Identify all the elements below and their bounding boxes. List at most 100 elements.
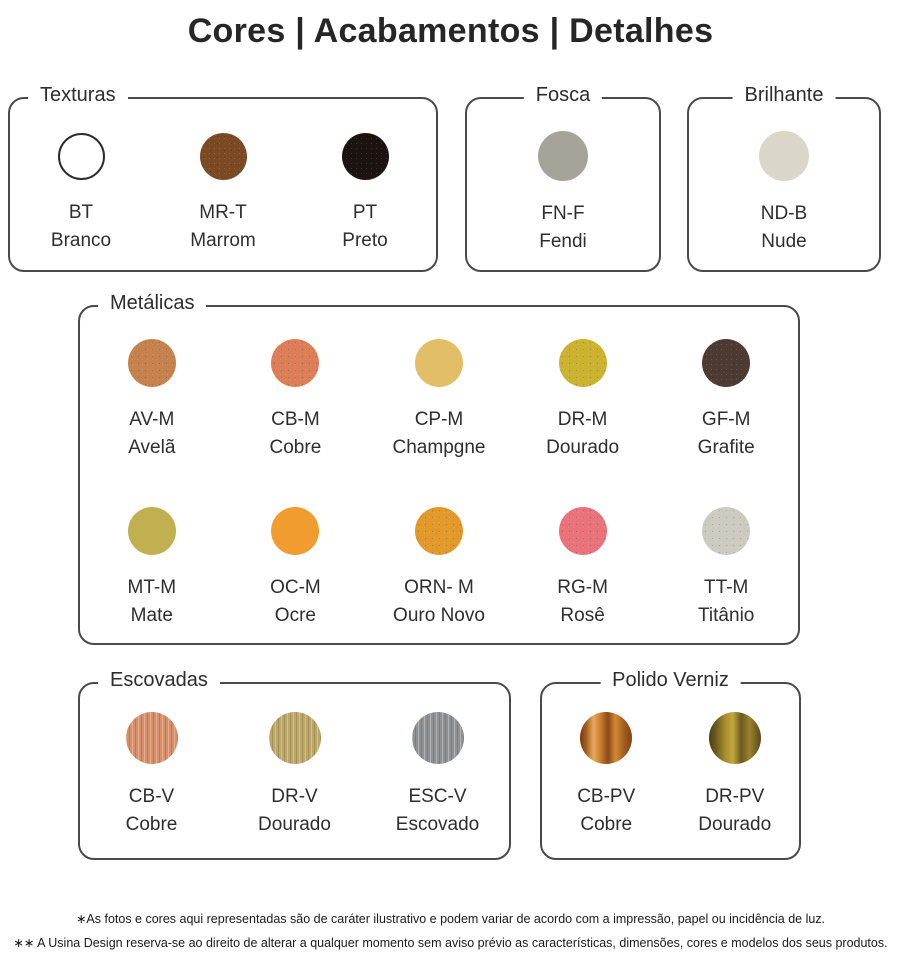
swatch-pt-icon (341, 133, 389, 180)
group-polido-verniz-label: Polido Verniz (600, 669, 741, 692)
swatch-name: Cobre (580, 814, 633, 835)
swatch-gf-m-icon (702, 339, 751, 387)
group-brilhante-label: Brilhante (732, 84, 836, 107)
swatch-av-m-icon (127, 339, 176, 387)
swatch-cb-m-icon (271, 339, 320, 387)
swatch-name: Preto (342, 230, 388, 251)
swatch-item: AV-M Avelã (80, 339, 224, 459)
group-polido-verniz: Polido Verniz CB-PV Cobre DR-PV Dourado (540, 669, 801, 860)
swatch-code: TT-M (704, 577, 749, 598)
swatch-code: GF-M (701, 409, 751, 430)
swatch-dr-m-icon (558, 339, 607, 387)
swatch-item: FN-F Fendi (467, 131, 659, 253)
swatch-code: DR-V (271, 786, 318, 807)
swatch-item: DR-V Dourado (223, 712, 366, 836)
swatch-name: Grafite (697, 437, 755, 458)
group-escovadas: Escovadas CB-V Cobre DR-V Dourado ESC-V Escov… (78, 669, 511, 860)
swatch-code: MR-T (199, 202, 247, 223)
group-escovadas-label: Escovadas (98, 669, 220, 692)
swatch-mr-t-icon (199, 133, 247, 180)
swatch-name: Ocre (274, 605, 316, 626)
swatch-item: BT Branco (10, 133, 152, 252)
group-brilhante: Brilhante ND-B Nude (687, 84, 881, 272)
swatch-item: CB-M Cobre (224, 339, 368, 459)
swatch-rg-m-icon (558, 507, 607, 555)
swatch-esc-v-icon (411, 712, 464, 764)
footnote-illustrative: ∗As fotos e cores aqui representadas são… (75, 912, 826, 926)
swatch-code: CB-V (128, 786, 175, 807)
swatch-fn-f-icon (538, 131, 588, 181)
swatch-name: Rosê (560, 605, 605, 626)
swatch-name: Dourado (258, 814, 331, 835)
swatch-name: Marrom (190, 230, 256, 251)
swatch-item: ORN- M Ouro Novo (367, 507, 511, 627)
swatch-dr-v-icon (268, 712, 321, 764)
swatch-code: ESC-V (408, 786, 467, 807)
swatch-item: PT Preto (294, 133, 436, 252)
swatch-name: Fendi (539, 231, 587, 252)
swatch-cb-pv-icon (580, 712, 633, 764)
swatch-name: Dourado (698, 814, 772, 835)
group-metalicas: Metálicas AV-M Avelã CB-M Cobre CP-M Champgne… (78, 292, 800, 645)
swatch-code: DR-M (557, 409, 608, 430)
swatch-item: ND-B Nude (689, 131, 879, 253)
swatch-name: Branco (50, 230, 112, 251)
group-metalicas-label: Metálicas (98, 292, 207, 315)
group-fosca-swatches: FN-F Fendi (467, 99, 659, 253)
swatch-item: DR-M Dourado (511, 339, 655, 459)
swatch-oc-m-icon (271, 507, 320, 555)
swatch-code: PT (352, 202, 378, 223)
swatch-code: DR-PV (705, 786, 765, 807)
page-title: Cores | Acabamentos | Detalhes (187, 12, 714, 50)
swatch-item: MR-T Marrom (152, 133, 294, 252)
swatch-item: DR-PV Dourado (671, 712, 800, 836)
swatch-item: CB-PV Cobre (542, 712, 671, 836)
swatch-code: BT (68, 202, 94, 223)
swatch-item: ESC-V Escovado (366, 712, 509, 836)
swatch-dr-pv-icon (708, 712, 761, 764)
swatch-code: AV-M (129, 409, 175, 430)
swatch-name: Nude (761, 231, 807, 252)
swatch-name: Ouro Novo (393, 605, 485, 626)
swatch-code: RG-M (557, 577, 608, 598)
group-metalicas-swatches: AV-M Avelã CB-M Cobre CP-M Champgne DR-M Dourad… (80, 307, 798, 627)
swatch-bt-icon (57, 133, 105, 180)
swatch-code: CP-M (414, 409, 464, 430)
swatch-tt-m-icon (702, 507, 751, 555)
swatch-cb-v-icon (125, 712, 178, 764)
swatch-item: TT-M Titânio (654, 507, 798, 627)
swatch-name: Cobre (125, 814, 178, 835)
swatch-code: MT-M (127, 577, 177, 598)
group-brilhante-swatches: ND-B Nude (689, 99, 879, 253)
swatch-code: OC-M (270, 577, 321, 598)
swatch-item: OC-M Ocre (224, 507, 368, 627)
swatch-item: MT-M Mate (80, 507, 224, 627)
group-texturas-label: Texturas (28, 84, 128, 107)
swatch-name: Mate (130, 605, 173, 626)
group-texturas: Texturas BT Branco MR-T Marrom PT Preto (8, 84, 438, 272)
swatch-item: RG-M Rosê (511, 507, 655, 627)
swatch-name: Avelã (128, 437, 176, 458)
swatch-orn-m-icon (414, 507, 463, 555)
footnotes: ∗As fotos e cores aqui representadas são… (0, 912, 901, 959)
swatch-nd-b-icon (759, 131, 809, 181)
swatch-name: Titânio (698, 605, 755, 626)
group-fosca: Fosca FN-F Fendi (465, 84, 661, 272)
swatch-item: GF-M Grafite (654, 339, 798, 459)
swatch-item: CP-M Champgne (367, 339, 511, 459)
footnote-rights: ∗∗ A Usina Design reserva-se ao direito … (13, 935, 888, 950)
group-escovadas-swatches: CB-V Cobre DR-V Dourado ESC-V Escovado (80, 684, 509, 836)
group-polido-verniz-swatches: CB-PV Cobre DR-PV Dourado (542, 684, 799, 836)
swatch-name: Escovado (395, 814, 480, 835)
swatch-name: Champgne (392, 437, 486, 458)
swatch-mt-m-icon (127, 507, 176, 555)
group-texturas-swatches: BT Branco MR-T Marrom PT Preto (10, 99, 436, 252)
swatch-code: FN-F (541, 203, 585, 224)
swatch-name: Dourado (546, 437, 620, 458)
swatch-name: Cobre (269, 437, 322, 458)
group-fosca-label: Fosca (523, 84, 603, 107)
swatch-code: CB-M (271, 409, 320, 430)
swatch-cp-m-icon (414, 339, 463, 387)
swatch-code: CB-PV (577, 786, 636, 807)
